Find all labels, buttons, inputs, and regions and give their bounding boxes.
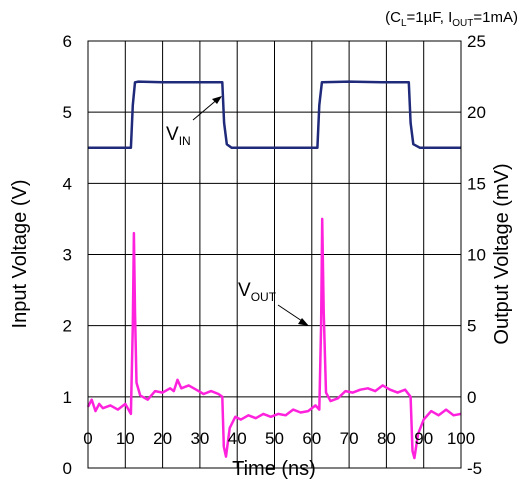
x-tick-label: 90	[414, 429, 433, 448]
x-tick-label: 0	[83, 429, 92, 448]
y-left-axis-label: Input Voltage (V)	[9, 180, 31, 329]
series-pointer-vin-arrowhead	[212, 96, 222, 104]
y-left-tick-label: 4	[63, 174, 72, 193]
y-right-axis-label: Output Voltage (mV)	[491, 163, 513, 344]
y-right-tick-label: -5	[467, 459, 482, 478]
y-right-tick-label: 25	[467, 32, 486, 51]
series-pointer-vout	[277, 304, 306, 324]
series-line-out	[86, 217, 462, 460]
tick-labels: 0 10 20 30 40 50 60 70 80 90 100 0 1 2 3 4 5 6 -5 0 5 10 15 20 2…	[63, 32, 486, 478]
x-tick-label: 10	[116, 429, 135, 448]
x-tick-label: 60	[302, 429, 321, 448]
data-series	[86, 80, 462, 460]
y-right-tick-label: 15	[467, 174, 486, 193]
y-right-tick-label: 5	[467, 317, 476, 336]
x-tick-label: 20	[153, 429, 172, 448]
y-left-tick-label: 1	[63, 388, 72, 407]
y-left-tick-label: 3	[63, 246, 72, 265]
plot-frame	[87, 40, 462, 469]
y-left-tick-label: 0	[63, 459, 72, 478]
x-tick-label: 40	[228, 429, 247, 448]
y-right-tick-label: 10	[467, 246, 486, 265]
y-left-tick-label: 2	[63, 317, 72, 336]
x-tick-label: 80	[377, 429, 396, 448]
y-left-tick-label: 6	[63, 32, 72, 51]
x-axis-label: Time (ns)	[232, 458, 316, 480]
x-tick-label: 50	[265, 429, 284, 448]
series-label-vin: VIN	[166, 124, 191, 148]
x-tick-label: 70	[340, 429, 359, 448]
x-tick-label: 100	[447, 429, 475, 448]
y-right-tick-label: 0	[467, 388, 476, 407]
condition-label: (CL=1µF, IOUT=1mA)	[385, 9, 518, 29]
grid-lines	[88, 41, 461, 468]
series-label-vout: VOUT	[238, 280, 277, 304]
x-tick-label: 30	[190, 429, 209, 448]
y-right-tick-label: 20	[467, 103, 486, 122]
series-pointer-vout-arrowhead	[298, 318, 309, 326]
series-line-in	[88, 80, 461, 150]
y-left-tick-label: 5	[63, 103, 72, 122]
